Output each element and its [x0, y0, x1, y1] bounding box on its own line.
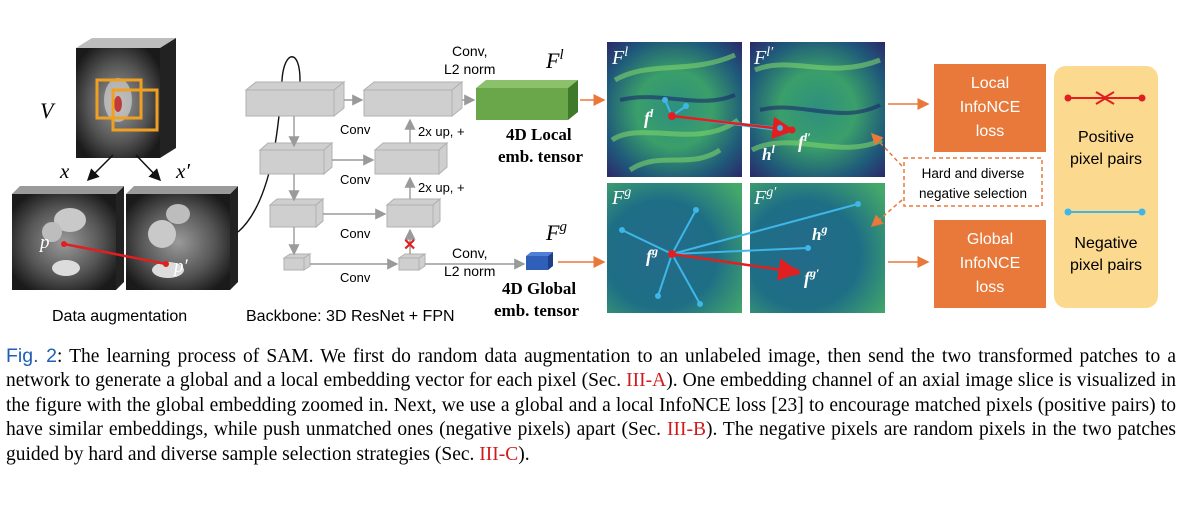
legend-positive-2: pixel pairs [1070, 151, 1142, 168]
conv-label-1: Conv [340, 122, 371, 137]
ct-volume-side [160, 38, 176, 158]
hard-negative-box: Hard and diverse negative selection [903, 157, 1043, 207]
global-pairs [619, 201, 861, 307]
section-ref[interactable]: III-A [626, 370, 667, 392]
backbone-arrows [288, 94, 526, 270]
local-map-right [750, 42, 885, 177]
svg-text:loss: loss [976, 123, 1004, 140]
local-tensor [476, 80, 578, 120]
global-loss-box: Global InfoNCE loss [934, 220, 1046, 308]
local-tensor-symbol: Fl [545, 47, 564, 73]
x-label: x [59, 159, 70, 183]
map-title-local-right: Fl′ [753, 45, 774, 69]
red-x: ✕ [403, 237, 416, 254]
volume-label: V [40, 98, 56, 123]
hl-label: hl [762, 142, 775, 164]
svg-text:InfoNCE: InfoNCE [960, 255, 1020, 272]
local-pairs [662, 97, 796, 140]
conv-label-2: Conv [340, 172, 371, 187]
global-tensor-label-2: emb. tensor [494, 301, 579, 320]
xprime-label: x′ [175, 159, 190, 183]
global-head-label: Conv, L2 norm [444, 245, 495, 279]
svg-text:negative selection: negative selection [919, 186, 1027, 201]
p-label: p [38, 232, 50, 253]
fgp-label: fg′ [804, 266, 819, 288]
backbone-caption: Backbone: 3D ResNet + FPN [246, 308, 455, 325]
fl-label: fl [644, 106, 654, 128]
map-title-global-right: Fg′ [753, 185, 777, 209]
figure-caption: Fig. 2: The learning process of SAM. We … [6, 345, 1176, 465]
section-ref[interactable]: III-C [479, 443, 519, 465]
legend-positive-1: Positive [1078, 129, 1134, 146]
map-title-global-left: Fg [611, 185, 631, 209]
hg-label: hg [812, 222, 827, 244]
legend-negative-2: pixel pairs [1070, 257, 1142, 274]
augmentation-caption: Data augmentation [52, 308, 187, 325]
fg-label: fg [646, 244, 658, 266]
up-label-2: 2x up, + [418, 180, 465, 195]
pair-legend: Positive pixel pairs Negative pixel pair… [1054, 66, 1158, 308]
up-label-1: 2x up, + [418, 124, 465, 139]
global-tensor-label-1: 4D Global [502, 279, 576, 298]
method-figure: V x x′ p p′ Data augmentation [12, 38, 1158, 325]
crop-box-1 [95, 78, 143, 120]
svg-text:loss: loss [976, 279, 1004, 296]
backbone-network [244, 80, 464, 271]
global-tensor-symbol: Fg [545, 219, 567, 245]
conv-label-4: Conv [340, 270, 371, 285]
legend-negative-1: Negative [1074, 235, 1137, 252]
global-map-right [750, 183, 885, 313]
map-title-local-left: Fl [611, 45, 628, 69]
local-map-left [607, 42, 742, 177]
svg-text:Local: Local [971, 75, 1009, 92]
crop-box-2 [111, 88, 159, 132]
global-tensor [526, 252, 553, 270]
flp-label: fl′ [798, 130, 811, 152]
svg-text:InfoNCE: InfoNCE [960, 99, 1020, 116]
pprime-label: p′ [172, 256, 189, 277]
conv-label-3: Conv [340, 226, 371, 241]
positive-pair-line [63, 242, 167, 266]
section-ref[interactable]: III-B [666, 419, 706, 441]
svg-text:Hard and diverse: Hard and diverse [922, 166, 1025, 181]
svg-text:Global: Global [967, 231, 1013, 248]
local-loss-box: Local InfoNCE loss [934, 64, 1046, 152]
local-tensor-label-2: emb. tensor [498, 147, 583, 166]
ct-volume-top [76, 38, 176, 48]
data-augmentation-panel: V x x′ p p′ Data augmentation [12, 38, 238, 325]
local-head-label: Conv, L2 norm [444, 43, 495, 77]
local-tensor-label-1: 4D Local [506, 125, 572, 144]
figure-number: Fig. 2 [6, 345, 57, 367]
